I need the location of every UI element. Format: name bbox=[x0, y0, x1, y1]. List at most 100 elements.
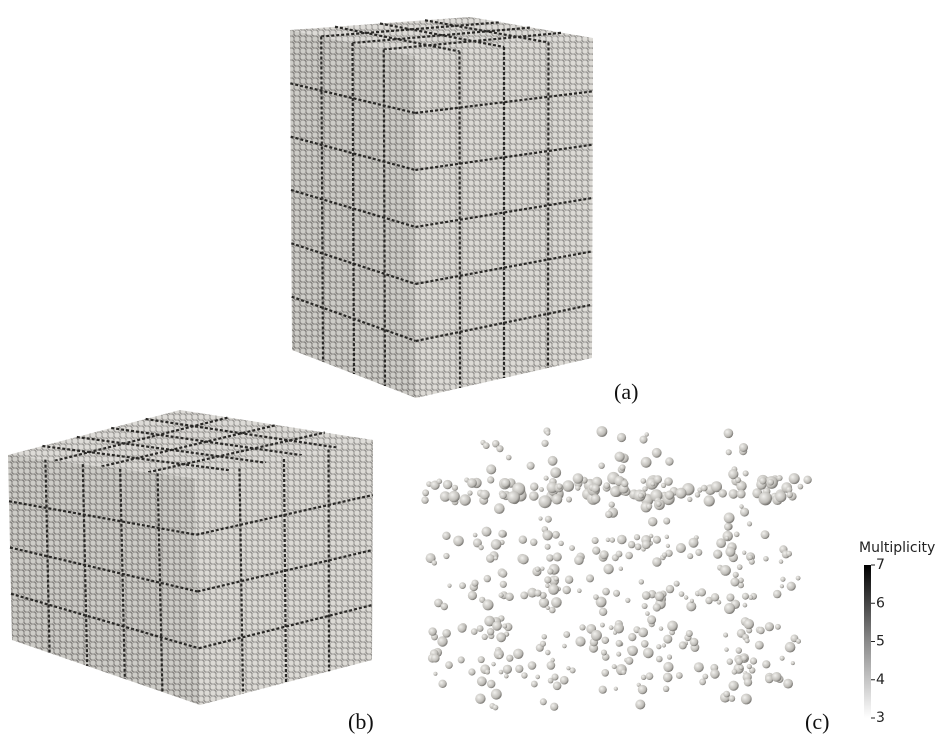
particle bbox=[485, 669, 490, 674]
particle bbox=[619, 567, 623, 571]
particle bbox=[732, 669, 738, 675]
particle bbox=[545, 431, 550, 436]
particle bbox=[431, 654, 440, 663]
particle bbox=[499, 570, 507, 578]
particle bbox=[458, 656, 465, 663]
particle bbox=[468, 668, 475, 675]
particle bbox=[748, 595, 753, 600]
particle bbox=[598, 463, 604, 469]
particle bbox=[763, 556, 768, 561]
particle bbox=[777, 475, 783, 481]
particle bbox=[787, 582, 796, 591]
particle bbox=[492, 621, 502, 631]
particle bbox=[575, 636, 585, 646]
particle bbox=[447, 584, 451, 588]
particle bbox=[553, 682, 562, 691]
particle bbox=[741, 694, 752, 705]
particle bbox=[539, 487, 544, 492]
particle bbox=[736, 647, 742, 653]
particle bbox=[667, 654, 672, 659]
particle bbox=[540, 698, 547, 705]
particle bbox=[780, 656, 785, 661]
particle bbox=[662, 552, 667, 557]
particle bbox=[421, 496, 428, 503]
particle bbox=[500, 581, 507, 588]
particle bbox=[498, 655, 502, 659]
particle bbox=[453, 536, 464, 547]
particle bbox=[483, 599, 494, 610]
particle bbox=[679, 591, 685, 597]
particle bbox=[744, 678, 752, 686]
particle bbox=[773, 590, 781, 598]
particle bbox=[472, 580, 479, 587]
particle bbox=[467, 478, 477, 488]
particle bbox=[541, 440, 548, 447]
particle bbox=[699, 679, 706, 686]
particle bbox=[628, 541, 635, 548]
particle bbox=[641, 640, 649, 648]
particle bbox=[535, 675, 540, 680]
particle bbox=[422, 489, 429, 496]
particle bbox=[663, 686, 669, 692]
particle bbox=[443, 553, 449, 559]
particle bbox=[506, 655, 513, 662]
particle bbox=[803, 476, 811, 484]
particle bbox=[742, 593, 749, 600]
particle bbox=[591, 494, 601, 504]
particle bbox=[442, 532, 450, 540]
particle bbox=[779, 559, 783, 563]
particle bbox=[767, 479, 774, 486]
panel-label: (c) bbox=[805, 709, 829, 734]
particle bbox=[745, 638, 750, 643]
particle bbox=[437, 636, 447, 646]
particle bbox=[534, 590, 541, 597]
particle bbox=[548, 456, 558, 466]
particle bbox=[601, 650, 607, 656]
particle bbox=[759, 492, 772, 505]
particle bbox=[789, 473, 800, 484]
particle bbox=[606, 538, 610, 542]
particle bbox=[742, 551, 746, 555]
particle bbox=[491, 689, 502, 700]
particle bbox=[433, 672, 437, 676]
particle bbox=[783, 679, 793, 689]
particle bbox=[734, 532, 740, 538]
particle bbox=[487, 476, 494, 483]
particle bbox=[600, 623, 605, 628]
particle bbox=[486, 464, 496, 474]
particle bbox=[634, 534, 640, 540]
particle bbox=[528, 661, 537, 670]
particle bbox=[566, 666, 570, 670]
particle bbox=[477, 625, 484, 632]
particle bbox=[744, 619, 754, 629]
particle bbox=[560, 676, 569, 685]
particle bbox=[445, 661, 453, 669]
particle bbox=[653, 536, 661, 544]
particle bbox=[666, 544, 670, 548]
particle bbox=[519, 554, 529, 564]
particle bbox=[437, 479, 443, 485]
particle bbox=[625, 657, 633, 665]
particle bbox=[725, 536, 729, 540]
particle bbox=[499, 670, 504, 675]
particle bbox=[667, 621, 678, 632]
colorbar-tick-label: 3 bbox=[876, 710, 885, 726]
particle bbox=[659, 626, 663, 630]
particle bbox=[616, 640, 623, 647]
particle bbox=[780, 584, 784, 588]
particle bbox=[505, 593, 513, 601]
particle bbox=[646, 672, 654, 680]
particle bbox=[676, 543, 686, 553]
particle bbox=[478, 545, 483, 550]
particle bbox=[642, 486, 647, 491]
particle bbox=[704, 495, 715, 506]
particle bbox=[553, 552, 562, 561]
particle bbox=[775, 491, 786, 502]
particle bbox=[645, 611, 650, 616]
particle bbox=[604, 482, 611, 489]
particle bbox=[520, 592, 528, 600]
particle bbox=[724, 603, 735, 614]
particle bbox=[609, 502, 615, 508]
particle bbox=[648, 517, 657, 526]
particle bbox=[545, 544, 551, 550]
